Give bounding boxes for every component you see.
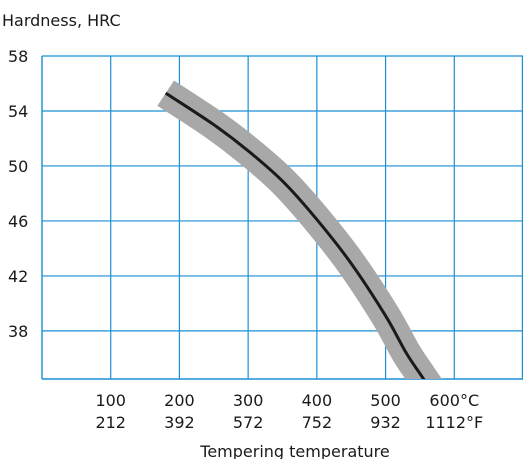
hardness-tolerance-band	[166, 93, 431, 389]
x-tick-labels: 100 212 200 392 300 572 400 752 500 932 600°C 1112°…	[95, 391, 483, 432]
x-tick-label-c: 500	[370, 391, 401, 410]
y-tick-label: 38	[8, 322, 28, 341]
y-tick-label: 42	[8, 267, 28, 286]
x-tick-label-f: 212	[95, 413, 126, 432]
y-tick-label: 46	[8, 212, 28, 231]
x-tick-label-c: 600°C	[429, 391, 479, 410]
x-tick-label-f: 392	[164, 413, 195, 432]
y-tick-label: 58	[8, 47, 28, 66]
y-tick-label: 50	[8, 157, 28, 176]
x-tick-label-f: 932	[370, 413, 401, 432]
x-axis-label: Tempering temperature	[199, 442, 389, 459]
x-tick-label-c: 200	[164, 391, 195, 410]
x-tick-label-c: 100	[95, 391, 126, 410]
x-tick-label-c: 400	[302, 391, 333, 410]
x-tick-label-f: 572	[233, 413, 264, 432]
series-layer	[166, 93, 431, 389]
x-tick-label-c: 300	[233, 391, 264, 410]
y-tick-label: 54	[8, 102, 28, 121]
chart-grid	[42, 56, 523, 379]
x-tick-label-f: 752	[302, 413, 333, 432]
y-axis-label: Hardness, HRC	[2, 11, 121, 30]
x-tick-label-f: 1112°F	[425, 413, 483, 432]
y-tick-labels: 58 54 50 46 42 38	[8, 47, 28, 341]
